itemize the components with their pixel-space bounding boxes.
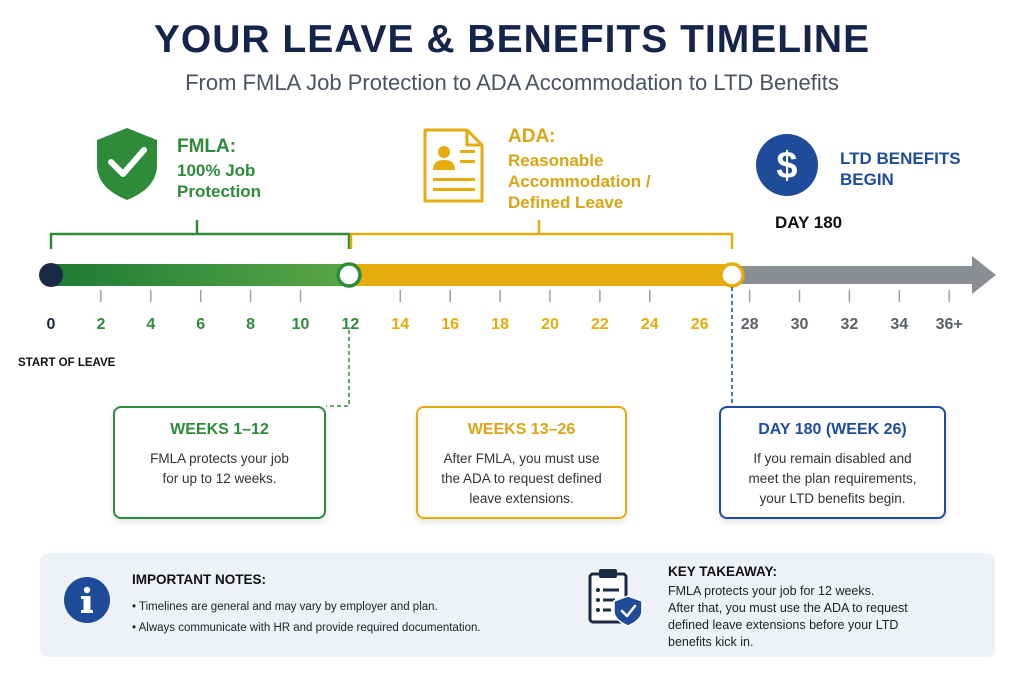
ada-bracket bbox=[349, 220, 734, 249]
start-of-leave-label: START OF LEAVE bbox=[18, 357, 116, 369]
takeaway-text: FMLA protects your job for 12 weeks. Aft… bbox=[668, 583, 968, 651]
ltd-label: LTD BENEFITS BEGIN bbox=[840, 148, 961, 190]
ada-end-marker bbox=[719, 262, 745, 288]
tick-label: 28 bbox=[740, 316, 759, 333]
ada-title: ADA: bbox=[508, 126, 556, 147]
ltd-line2: BEGIN bbox=[840, 170, 894, 189]
notes-item: Timelines are general and may vary by em… bbox=[132, 597, 481, 618]
fmla-line2: Protection bbox=[177, 182, 262, 201]
tick-label: 12 bbox=[341, 316, 360, 333]
clipboard-shield-icon bbox=[588, 569, 643, 627]
ltd-card-title: DAY 180 (WEEK 26) bbox=[758, 421, 907, 438]
takeaway-line3: defined leave extensions before your LTD bbox=[668, 618, 899, 632]
fmla-line1: 100% Job bbox=[177, 161, 256, 180]
notes-list: Timelines are general and may vary by em… bbox=[132, 597, 481, 639]
fmla-bracket bbox=[49, 220, 351, 249]
takeaway-line4: benefits kick in. bbox=[668, 635, 754, 649]
ada-card-line2: the ADA to request defined bbox=[441, 471, 602, 486]
tick-label: 6 bbox=[196, 316, 206, 333]
fmla-card-line2: for up to 12 weeks. bbox=[162, 471, 277, 486]
document-person-icon bbox=[423, 128, 484, 203]
fmla-card-title: WEEKS 1–12 bbox=[170, 421, 269, 438]
takeaway-line1: FMLA protects your job for 12 weeks. bbox=[668, 584, 875, 598]
fmla-card-connector bbox=[326, 330, 350, 407]
tick-label: 18 bbox=[491, 316, 509, 333]
tick-label: 14 bbox=[391, 316, 410, 333]
svg-text:$: $ bbox=[776, 145, 797, 187]
info-icon bbox=[64, 577, 110, 623]
tick-label: 8 bbox=[246, 316, 256, 333]
fmla-label: FMLA: 100% Job Protection bbox=[177, 136, 261, 202]
ltd-card-line1: If you remain disabled and bbox=[753, 451, 912, 466]
fmla-card: WEEKS 1–12 FMLA protects your job for up… bbox=[113, 406, 326, 519]
tick-label: 0 bbox=[46, 316, 56, 333]
tick-label: 20 bbox=[541, 316, 559, 333]
ada-line1: Reasonable bbox=[508, 151, 604, 170]
ada-card-line3: leave extensions. bbox=[469, 491, 574, 506]
tick-label: 26 bbox=[690, 316, 709, 333]
page-subtitle: From FMLA Job Protection to ADA Accommod… bbox=[185, 70, 839, 95]
ada-card-line1: After FMLA, you must use bbox=[443, 451, 600, 466]
ada-line2: Accommodation / bbox=[508, 172, 651, 191]
ada-label: ADA: Reasonable Accommodation / Defined … bbox=[508, 126, 651, 213]
ltd-line1: LTD BENEFITS bbox=[840, 149, 961, 168]
tick-label: 4 bbox=[146, 316, 156, 333]
day-180-marker-label: DAY 180 bbox=[775, 213, 843, 232]
fmla-end-marker bbox=[336, 262, 362, 288]
ltd-card-line2: meet the plan requirements, bbox=[748, 471, 917, 486]
notes-item: Always communicate with HR and provide r… bbox=[132, 618, 481, 639]
fmla-title: FMLA: bbox=[177, 136, 237, 157]
fmla-bar bbox=[51, 264, 349, 286]
takeaway-line2: After that, you must use the ADA to requ… bbox=[668, 601, 908, 615]
ltd-card-line3: your LTD benefits begin. bbox=[759, 491, 906, 506]
tick-label: 2 bbox=[96, 316, 106, 333]
ada-bar bbox=[349, 264, 732, 286]
timeline-graphic: $ bbox=[39, 128, 996, 407]
ada-line3: Defined Leave bbox=[508, 193, 624, 212]
tick-label: 22 bbox=[590, 316, 609, 333]
dollar-icon: $ bbox=[756, 134, 818, 196]
tick-label: 24 bbox=[640, 316, 659, 333]
shield-check-icon bbox=[97, 128, 157, 200]
tick-label: 36+ bbox=[935, 316, 963, 333]
timeline-arrowhead bbox=[972, 256, 996, 294]
tick-label: 32 bbox=[840, 316, 859, 333]
tick-marks bbox=[100, 290, 950, 302]
ada-card-title: WEEKS 13–26 bbox=[467, 421, 576, 438]
page-title: YOUR LEAVE & BENEFITS TIMELINE bbox=[153, 18, 871, 61]
ltd-card: DAY 180 (WEEK 26) If you remain disabled… bbox=[719, 406, 946, 519]
tick-label: 10 bbox=[291, 316, 310, 333]
takeaway-title: KEY TAKEAWAY: bbox=[668, 564, 778, 579]
ada-card: WEEKS 13–26 After FMLA, you must use the… bbox=[416, 406, 627, 519]
tick-label: 30 bbox=[790, 316, 809, 333]
tick-label: 16 bbox=[441, 316, 460, 333]
fmla-card-line1: FMLA protects your job bbox=[150, 451, 289, 466]
ltd-bar bbox=[732, 266, 977, 284]
notes-title: IMPORTANT NOTES: bbox=[132, 572, 266, 587]
start-marker bbox=[39, 263, 63, 287]
tick-label: 34 bbox=[890, 316, 909, 333]
